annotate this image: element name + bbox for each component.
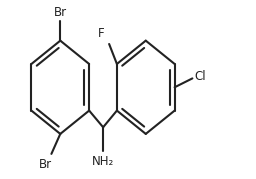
Text: Br: Br xyxy=(54,6,67,19)
Text: NH₂: NH₂ xyxy=(92,155,114,168)
Text: F: F xyxy=(98,26,105,40)
Text: Br: Br xyxy=(39,158,52,171)
Text: Cl: Cl xyxy=(195,70,206,83)
